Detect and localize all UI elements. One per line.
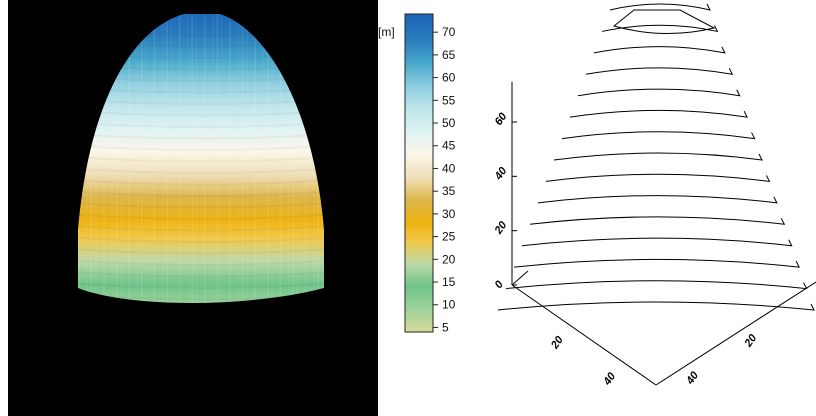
x-axis-line [511,284,657,386]
contour-line [601,24,719,33]
colorbar-tick-label: 15 [442,275,456,289]
contour-line [569,109,749,118]
contour-plot: 0 20 40 60 20 40 20 40 [492,3,816,388]
colorbar-panel: [m] 5 10 15 20 25 30 35 40 45 50 55 60 65 70 [372,0,482,416]
contour-line [513,258,800,268]
contour-line [537,195,778,204]
colorbar-tick-label: 55 [442,93,456,107]
contour-plot-panel: 0 20 40 60 20 40 20 40 [484,0,816,416]
surface-render [78,14,324,303]
colorbar-tick-label: 40 [442,161,456,175]
x-tick-label: 20 [548,333,566,351]
contour-line [553,152,763,161]
colorbar-tick-label: 35 [442,184,456,198]
colorbar-tick-label: 60 [442,71,456,85]
colorbar-tick-label: 50 [442,116,456,130]
colorbar-tick-label: 5 [442,320,449,334]
contour-line [609,3,711,11]
colorbar-tick-label: 25 [442,230,456,244]
contour-line [521,237,793,247]
contour-line [545,173,771,183]
colorbar-tick-label: 10 [442,298,456,312]
contour-line [561,131,756,140]
contour-line [529,216,786,225]
z-tick-label: 0 [493,278,507,291]
contour-line [593,46,726,54]
y-tick-label: 40 [684,369,702,387]
z-tick-label: 60 [493,110,510,128]
colorbar-tick-label: 65 [442,48,456,62]
colorbar: [m] 5 10 15 20 25 30 35 40 45 50 55 60 65 70 [378,13,456,334]
x-tick-label: 40 [601,370,619,388]
z-tick-label: 20 [492,219,510,237]
contour-line [577,88,741,97]
colorbar-tick-label: 30 [442,207,456,221]
contour-line [505,280,808,290]
y-axis-line [655,281,816,386]
contour-cap [612,9,716,35]
surface-render-panel [8,0,378,416]
back-axis-line [511,270,529,286]
colorbar-unit-label: [m] [378,25,395,39]
dome-surface [78,14,324,303]
contour-line [497,301,815,311]
colorbar-tick-label: 70 [442,25,456,39]
colorbar-tick-label: 20 [442,252,456,266]
colorbar-gradient [404,13,434,333]
y-tick-label: 20 [742,332,760,350]
contour-line [585,67,734,75]
z-tick-label: 40 [492,164,510,182]
colorbar-tick-label: 45 [442,139,456,153]
